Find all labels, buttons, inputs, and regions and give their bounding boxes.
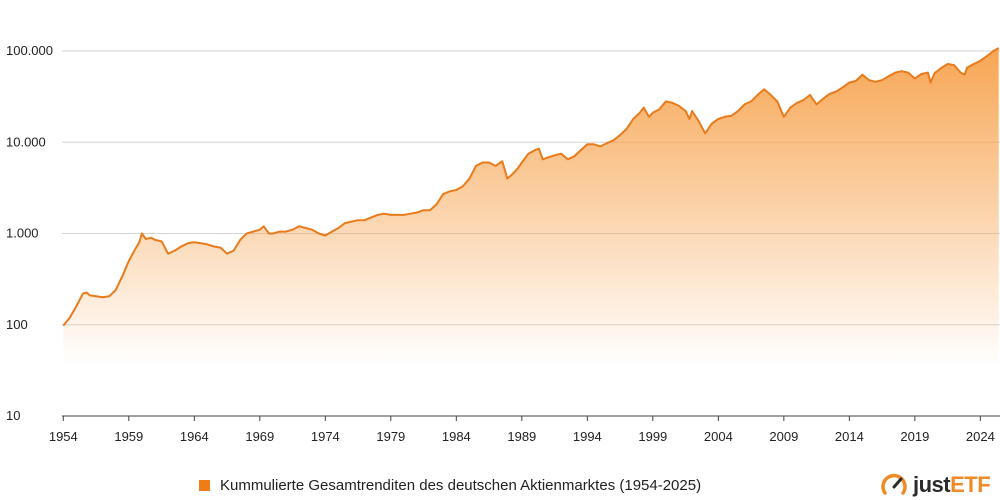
chart-legend: Kummulierte Gesamtrenditen des deutschen… xyxy=(199,475,701,495)
x-tick-label: 1989 xyxy=(507,429,536,444)
x-tick-label: 1979 xyxy=(376,429,405,444)
x-tick-label: 1964 xyxy=(180,429,209,444)
y-tick-label: 100 xyxy=(6,317,28,332)
logo-text-just: just xyxy=(913,472,951,497)
series-area xyxy=(63,48,999,367)
y-tick-label: 10 xyxy=(6,408,20,423)
area-layer xyxy=(62,47,1000,367)
x-tick-label: 1974 xyxy=(311,429,340,444)
x-tick-label: 1994 xyxy=(573,429,602,444)
justetf-logo: just ETF xyxy=(880,470,991,500)
axis-layer: 1954 1959 1964 1969 1974 1979 1984 1989 1994 1999… xyxy=(49,415,1000,444)
x-tick-label: 1999 xyxy=(638,429,667,444)
y-tick-label: 1.000 xyxy=(6,226,39,241)
series-line xyxy=(62,47,1000,327)
legend-swatch xyxy=(199,479,210,491)
x-tick-label: 1984 xyxy=(442,429,471,444)
x-tick-label: 2004 xyxy=(704,429,733,444)
x-tick-label: 2019 xyxy=(900,429,929,444)
logo-text-etf: ETF xyxy=(950,472,991,497)
legend-label: Kummulierte Gesamtrenditen des deutschen… xyxy=(220,476,702,494)
speedometer-icon xyxy=(881,473,907,495)
x-tick-label: 1959 xyxy=(114,429,143,444)
x-tick-label: 1969 xyxy=(245,429,274,444)
x-tick-label: 2009 xyxy=(769,429,798,444)
y-tick-label: 10.000 xyxy=(6,134,46,149)
x-tick-label: 1954 xyxy=(49,429,78,444)
x-tick-label: 2024 xyxy=(966,429,995,444)
x-tick-label: 2014 xyxy=(835,429,864,444)
y-tick-label: 100.000 xyxy=(6,43,53,58)
